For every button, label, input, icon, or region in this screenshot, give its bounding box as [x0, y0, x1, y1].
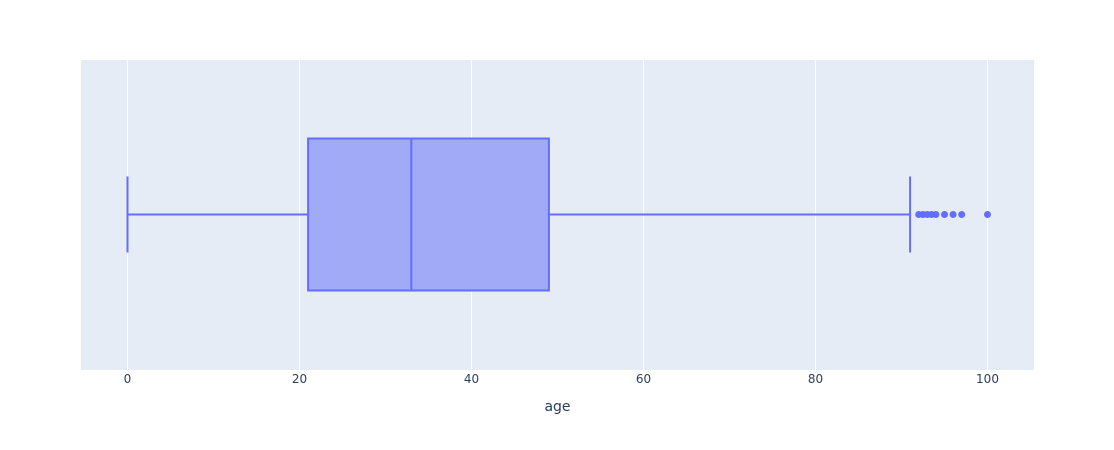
x-tick-label-100: 100	[976, 372, 999, 386]
x-tick-label-0: 0	[124, 372, 132, 386]
outlier-point-5	[941, 211, 948, 218]
x-tick-label-80: 80	[808, 372, 823, 386]
outlier-point-6	[949, 211, 957, 218]
iqr-box	[307, 137, 550, 292]
x-axis-title: age	[544, 399, 570, 415]
x-tick-label-20: 20	[292, 372, 307, 386]
outlier-point-4	[932, 211, 940, 218]
x-axis-tick-labels: 0 20 40 60 80 100	[124, 372, 999, 386]
x-tick-label-40: 40	[464, 372, 479, 386]
box-trace	[126, 137, 991, 292]
outlier-point-8	[984, 211, 991, 218]
x-tick-label-60: 60	[636, 372, 651, 386]
outlier-points	[915, 211, 991, 218]
outlier-point-7	[958, 211, 966, 218]
